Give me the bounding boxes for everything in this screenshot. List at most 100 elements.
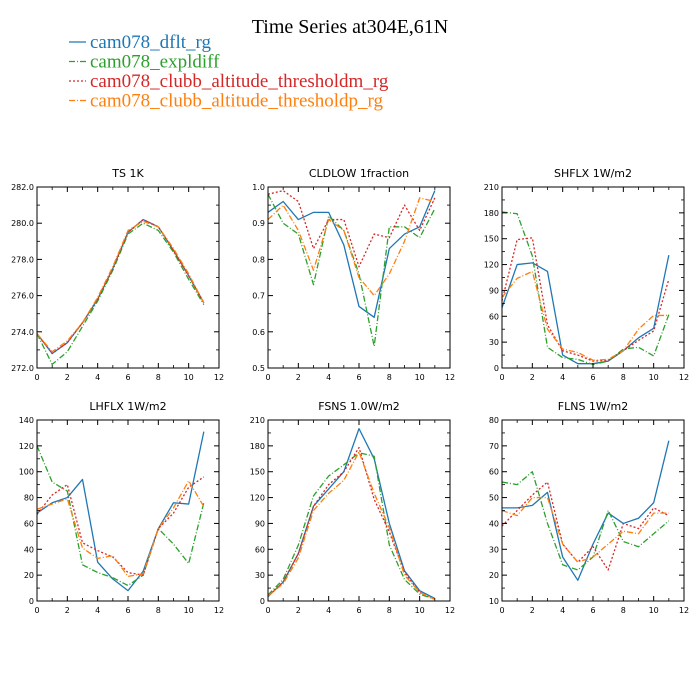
x-tick-label: 12: [445, 373, 455, 382]
y-tick-label: 180: [484, 209, 499, 218]
x-tick-label: 2: [296, 373, 301, 382]
y-tick-label: 274.0: [11, 328, 34, 337]
legend-label: cam078_clubb_altitude_thresholdp_rg: [90, 91, 384, 112]
y-tick-label: 60: [489, 312, 499, 321]
panel-title: SHFLX 1W/m2: [554, 167, 632, 180]
y-tick-label: 0.5: [252, 364, 265, 373]
y-tick-label: 70: [489, 442, 499, 451]
series-line-3: [36, 220, 205, 353]
x-tick-label: 0: [499, 606, 504, 615]
series-line-3: [501, 270, 669, 361]
series-line-1: [267, 193, 436, 347]
x-tick-label: 6: [590, 606, 595, 615]
x-tick-label: 4: [95, 373, 100, 382]
series-line-1: [501, 211, 670, 366]
x-tick-label: 12: [445, 606, 455, 615]
x-tick-label: 6: [125, 606, 130, 615]
y-tick-label: 90: [255, 519, 265, 528]
y-tick-label: 210: [250, 416, 265, 425]
y-tick-label: 140: [19, 416, 34, 425]
panels: TS 1K 0 2 4 6 8 10 12 272.0 274.0 276.0 278.0 280.0 2…: [11, 167, 689, 615]
y-tick-label: 60: [24, 519, 34, 528]
x-tick-label: 0: [265, 606, 270, 615]
legend-label: cam078_dflt_rg: [90, 32, 212, 53]
series-line-1: [36, 445, 205, 587]
series-line-3: [501, 496, 669, 563]
y-tick-label: 30: [489, 545, 499, 554]
legend-entry: cam078_expldiff: [69, 52, 220, 73]
panel-title: FSNS 1.0W/m2: [318, 400, 400, 413]
series-line-3: [267, 451, 436, 600]
y-tick-label: 0: [494, 364, 499, 373]
y-tick-label: 282.0: [11, 183, 34, 192]
x-tick-label: 8: [387, 606, 392, 615]
legend-label: cam078_expldiff: [90, 52, 220, 73]
y-tick-label: 0.6: [252, 328, 265, 337]
series-line-1: [501, 471, 670, 571]
x-tick-label: 4: [326, 373, 331, 382]
x-tick-label: 0: [265, 373, 270, 382]
panel-0: TS 1K 0 2 4 6 8 10 12 272.0 274.0 276.0 278.0 280.0 2…: [11, 167, 224, 382]
x-tick-label: 10: [184, 373, 194, 382]
y-tick-label: 272.0: [11, 364, 34, 373]
series-line-3: [36, 480, 205, 578]
x-tick-label: 10: [415, 606, 425, 615]
x-tick-label: 8: [156, 606, 161, 615]
y-tick-label: 0.7: [252, 292, 265, 301]
panel-title: FLNS 1W/m2: [558, 400, 628, 413]
panel-1: CLDLOW 1fraction 0 2 4 6 8 10 12 0.5 0.6 0.7 0.8 0.9…: [252, 167, 455, 382]
y-tick-label: 30: [489, 338, 499, 347]
y-tick-label: 210: [484, 183, 499, 192]
x-tick-label: 2: [296, 606, 301, 615]
series-line-3: [267, 197, 435, 297]
y-tick-label: 0.9: [252, 219, 265, 228]
x-tick-label: 0: [34, 373, 39, 382]
y-tick-label: 0.8: [252, 255, 265, 264]
y-tick-label: 120: [19, 442, 34, 451]
x-tick-label: 0: [34, 606, 39, 615]
x-tick-label: 2: [65, 373, 70, 382]
x-tick-label: 8: [621, 606, 626, 615]
series-line-1: [36, 222, 205, 366]
x-tick-label: 8: [621, 373, 626, 382]
series-line-0: [267, 427, 436, 599]
figure-title: Time Series at304E,61N: [252, 16, 448, 38]
series-line-2: [501, 237, 670, 362]
x-tick-label: 0: [499, 373, 504, 382]
series-line-1: [267, 452, 436, 600]
x-tick-label: 4: [326, 606, 331, 615]
x-tick-label: 6: [125, 373, 130, 382]
legend: cam078_dflt_rgcam078_expldiffcam078_club…: [69, 32, 389, 112]
series-line-0: [502, 440, 670, 581]
legend-entry: cam078_clubb_altitude_thresholdm_rg: [69, 71, 389, 92]
y-tick-label: 150: [250, 468, 265, 477]
x-tick-label: 8: [156, 373, 161, 382]
series-line-2: [36, 476, 205, 576]
x-tick-label: 6: [356, 606, 361, 615]
y-tick-label: 60: [255, 545, 265, 554]
x-tick-label: 12: [679, 606, 689, 615]
x-tick-label: 12: [214, 373, 224, 382]
x-tick-label: 10: [415, 373, 425, 382]
x-tick-label: 2: [530, 373, 535, 382]
y-tick-label: 180: [250, 442, 265, 451]
series-line-0: [501, 254, 670, 365]
series-line-2: [36, 218, 205, 355]
legend-entry: cam078_dflt_rg: [69, 32, 212, 53]
y-tick-label: 20: [24, 571, 34, 580]
x-tick-label: 10: [649, 606, 659, 615]
y-tick-label: 10: [489, 597, 499, 606]
y-tick-label: 276.0: [11, 292, 34, 301]
y-tick-label: 50: [489, 494, 499, 503]
y-tick-label: 150: [484, 235, 499, 244]
x-tick-label: 4: [95, 606, 100, 615]
legend-label: cam078_clubb_altitude_thresholdm_rg: [90, 71, 389, 92]
panel-title: TS 1K: [111, 167, 144, 180]
x-tick-label: 12: [214, 606, 224, 615]
y-tick-label: 0: [29, 597, 34, 606]
x-tick-label: 8: [387, 373, 392, 382]
y-tick-label: 100: [19, 468, 34, 477]
x-tick-label: 10: [184, 606, 194, 615]
